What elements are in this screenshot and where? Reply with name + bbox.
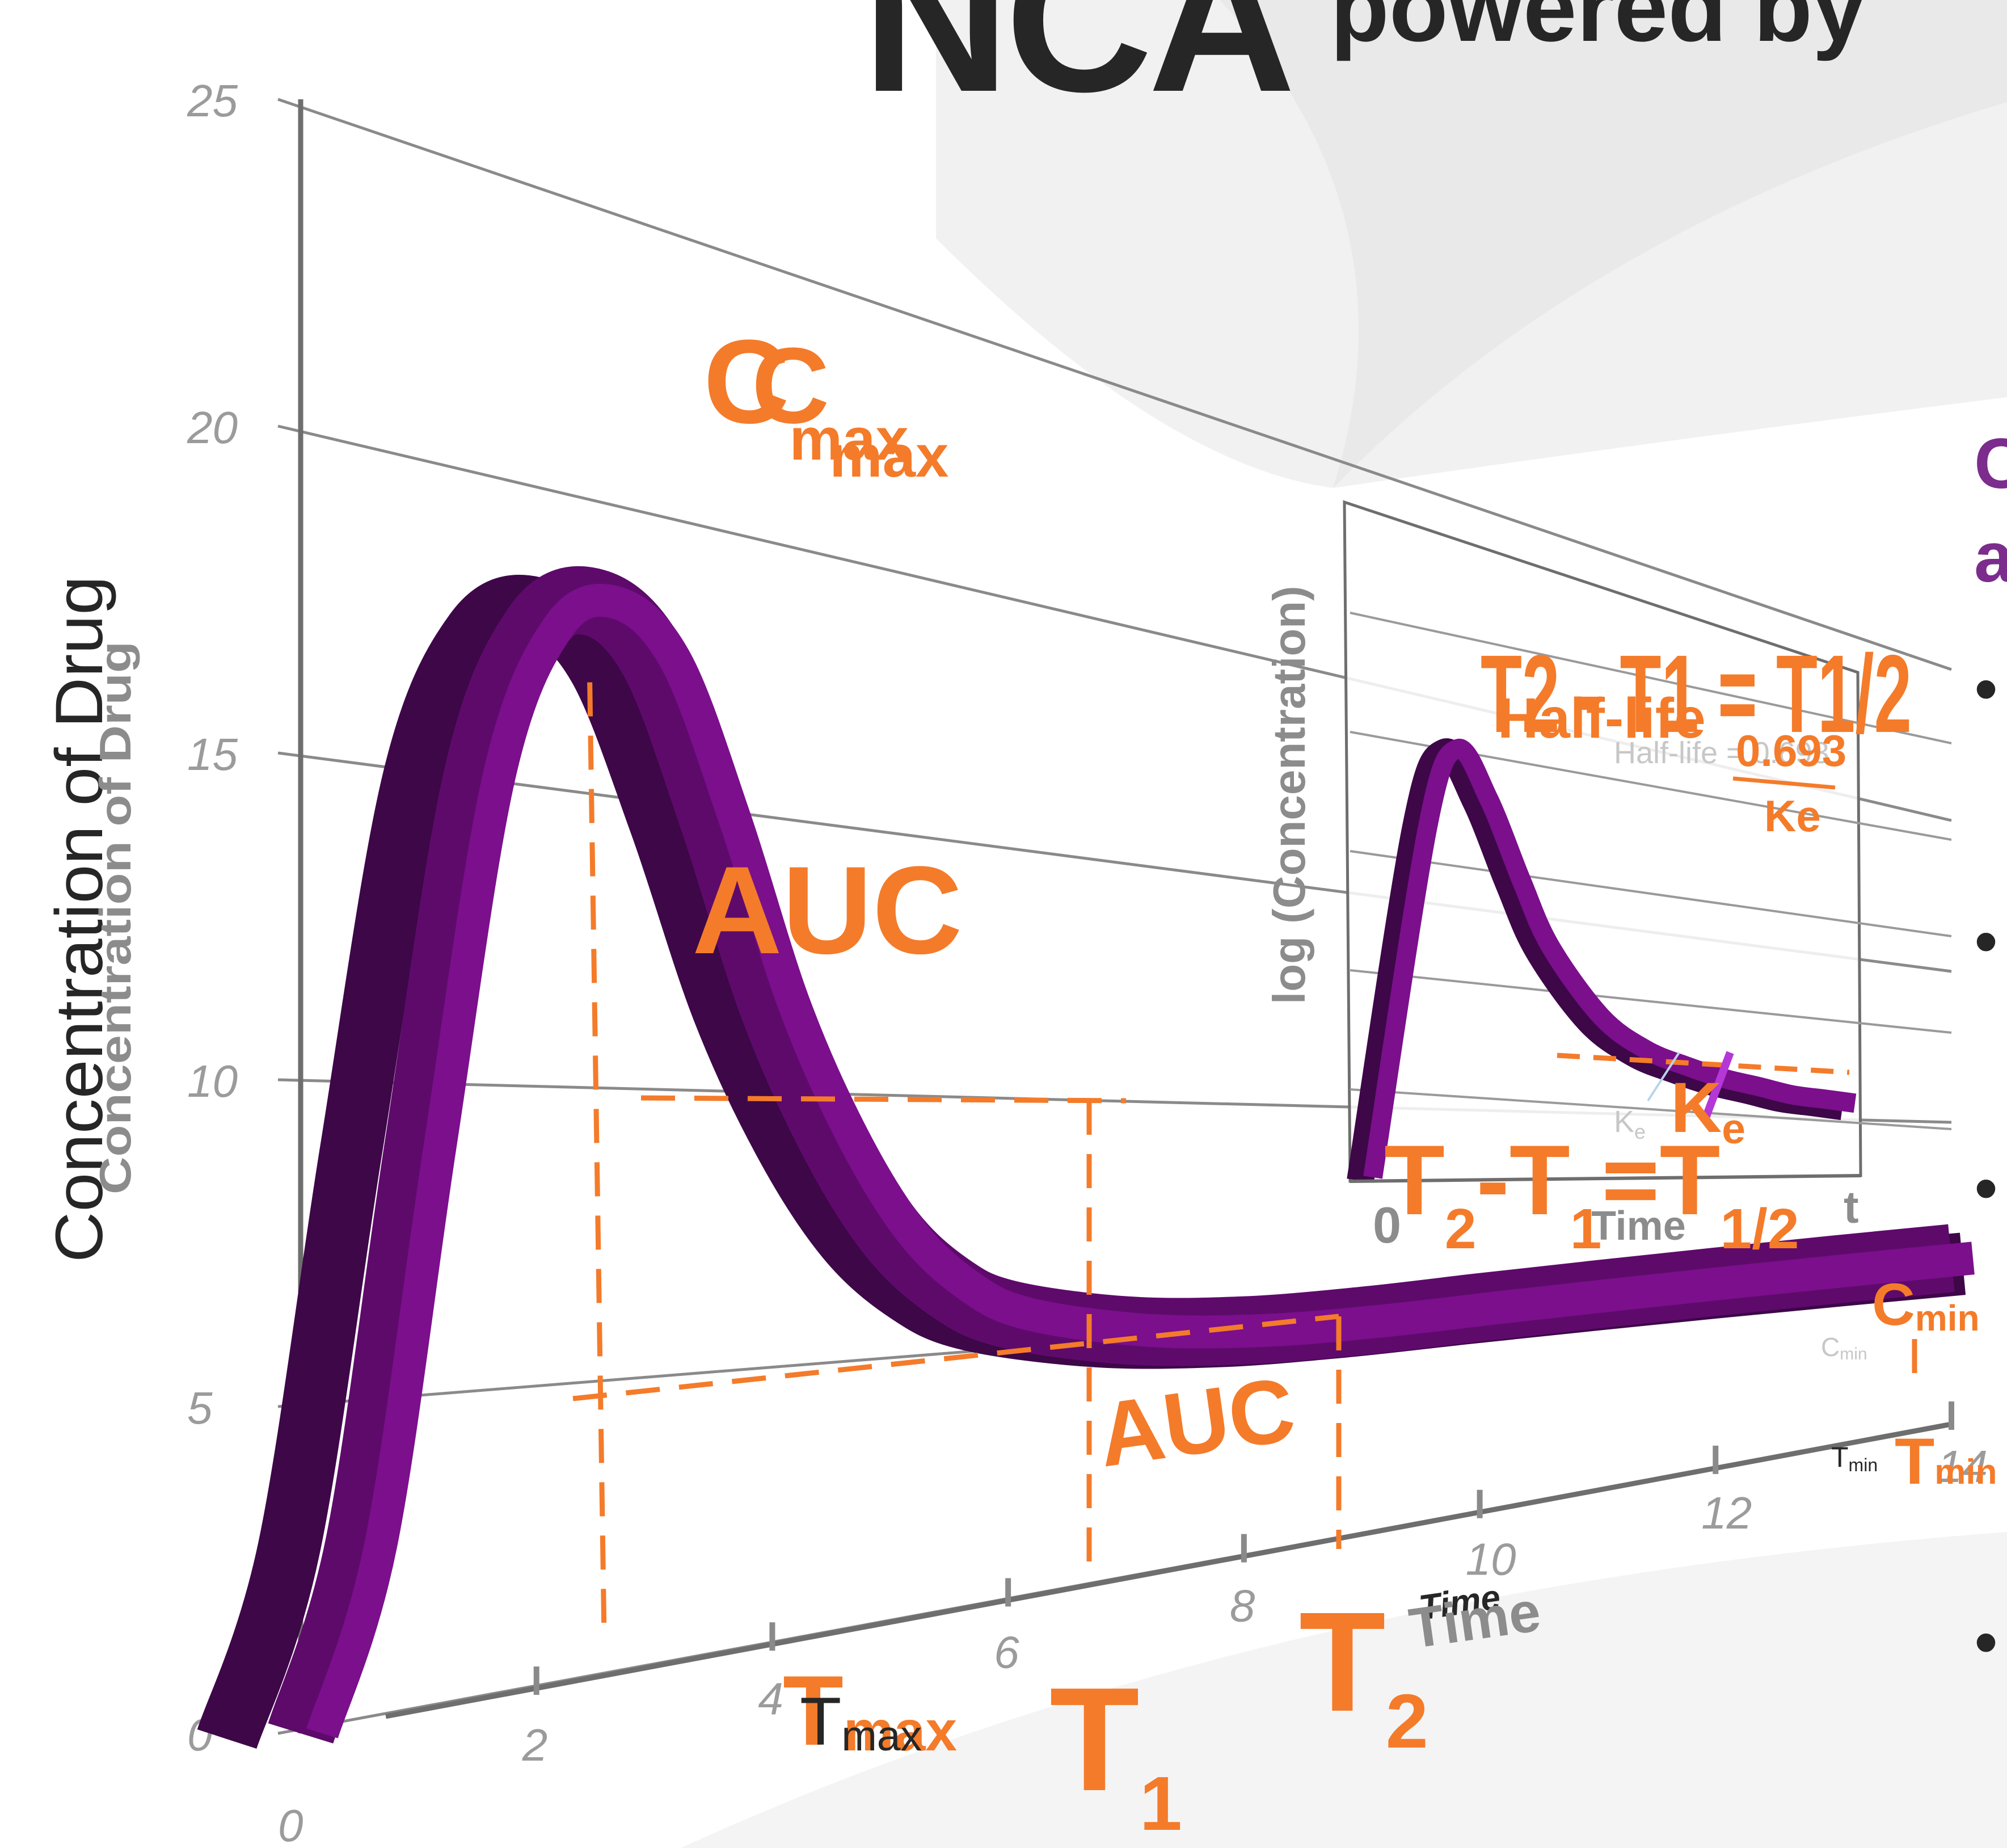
x-axis (385, 1421, 1952, 1719)
cmax-label: Cmax (703, 315, 909, 473)
bullet-4: • (1974, 1604, 1998, 1680)
curve-front-face (306, 583, 1975, 1738)
ylabel: Concentration of Drug Concentration of D… (42, 576, 140, 1262)
page-subtitle: powered by (1330, 0, 1866, 62)
x-tick-6: 6 (994, 1627, 1019, 1677)
y-tick-5: 5 (187, 1383, 213, 1433)
bullet-2: • (1974, 903, 1998, 979)
c1-dashed-line (640, 1095, 1127, 1104)
side-letter-1: C (1974, 424, 2007, 503)
auc-large-label: AUC (692, 840, 963, 980)
bullet-1: • (1974, 651, 1998, 727)
cmax-label-echo: Cmax (752, 326, 948, 490)
bullet-3: • (1974, 1150, 1998, 1226)
ke-tangent (1557, 1053, 1850, 1075)
x-tick-0: 0 (278, 1800, 303, 1848)
y-tick-25: 25 (187, 75, 238, 126)
t2-label: T2 (1299, 1582, 1428, 1764)
tmin-label-echo: Tmin (1831, 1441, 1878, 1475)
inset-x-axis (1350, 1174, 1861, 1183)
page-title: NCA (862, 0, 1292, 134)
tmax-label-echo: Tmax (800, 1683, 922, 1759)
half-life-denominator: Ke (1764, 791, 1821, 841)
inset-gridline-3 (1350, 969, 1952, 1034)
tmax-dashed-line (587, 682, 607, 1623)
inset-curve-front (1363, 739, 1857, 1179)
x-tick-8: 8 (1230, 1581, 1255, 1631)
inset-gridline-0 (1350, 612, 1952, 744)
ke-ghost-mark (1647, 1051, 1680, 1102)
inset-x-tick-0: 0 (1373, 1197, 1401, 1254)
background-swoosh-lower (681, 1532, 2007, 1848)
x-tick-12: 12 (1701, 1488, 1752, 1538)
y-tick-20: 20 (187, 402, 238, 453)
inset-top-formula: T2 - T1 = T1/2 (1481, 632, 1912, 756)
inset-curve-ribbon (1347, 738, 1857, 1183)
inset-y-axis-label: log (Concentration) (1264, 586, 1314, 1004)
tmin-label: Tmin (1895, 1425, 1997, 1498)
inset-bottom-formula: T2-T1=T1/2 (1384, 1125, 1799, 1261)
inset-x-tick-t: t (1844, 1182, 1859, 1232)
t1-label: T1 (1049, 1657, 1182, 1846)
c2-dashed-line (572, 1314, 1339, 1401)
ke-label: Ke (1671, 1068, 1745, 1152)
ke-label-echo: Ke (1614, 1105, 1646, 1143)
tmax-label: Tmax (783, 1656, 957, 1766)
inset-gridline-4 (1350, 1088, 1952, 1130)
side-letter-2: a (1974, 518, 2007, 597)
y-tick-15: 15 (187, 729, 238, 780)
half-life-numerator: 0.693 (1736, 726, 1846, 776)
concentration-curve-ribbon (197, 566, 1975, 1749)
ke-slope-mark (1701, 1051, 1734, 1122)
inset-x-axis-label: Time (1591, 1203, 1686, 1249)
inset-gridline-2 (1350, 850, 1952, 937)
background-swoosh-inner (1220, 0, 2007, 488)
y-axis-label: Concentration of Drug (42, 576, 117, 1262)
auc-small-label: AUC (1092, 1358, 1301, 1486)
annotation-dashes (572, 682, 1917, 1623)
x-tick-14: 14 (1937, 1441, 1988, 1492)
cmin-label: Cmin (1872, 1272, 1980, 1338)
gridline-y-25 (277, 98, 1952, 671)
half-life-echo: Half-life = 0.693 (1614, 736, 1829, 770)
y-tick-10: 10 (187, 1056, 238, 1106)
x-tick-10: 10 (1466, 1534, 1516, 1585)
x-tick-4: 4 (758, 1673, 783, 1724)
x-tick-2: 2 (522, 1720, 548, 1770)
half-life-fraction-bar (1732, 776, 1836, 790)
half-life-label: Half-life (1498, 687, 1706, 750)
cmin-label-echo: Cmin (1821, 1332, 1867, 1363)
log-concentration-inset: log (Concentration) 0 t Time T2 - T1 = T… (1264, 500, 1952, 1261)
y-axis-label-echo: Concentration of Drug (90, 641, 140, 1194)
